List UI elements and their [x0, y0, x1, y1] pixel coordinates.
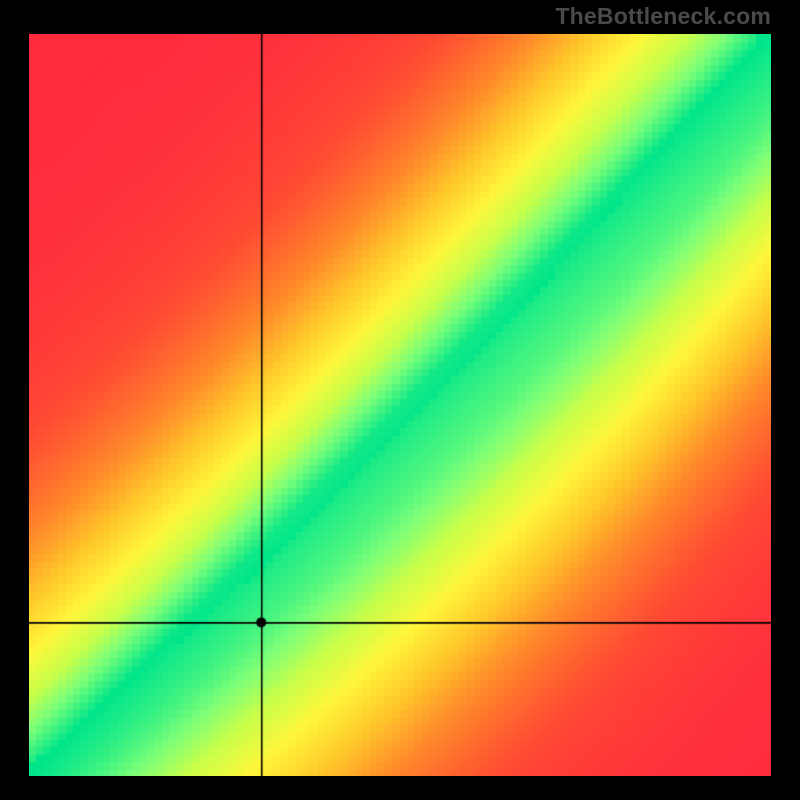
- chart-container: TheBottleneck.com: [0, 0, 800, 800]
- bottleneck-heatmap: [29, 34, 771, 776]
- watermark-text: TheBottleneck.com: [555, 3, 771, 30]
